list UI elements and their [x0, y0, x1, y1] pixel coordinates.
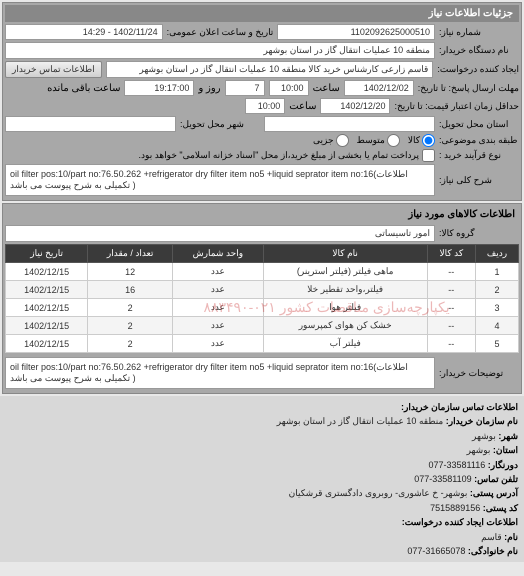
- col-qty: تعداد / مقدار: [88, 245, 173, 263]
- notes-box: oil filter pos:10/part no:76.50.262 +ref…: [5, 357, 435, 389]
- buyer-field: منطقه 10 عملیات انتقال گاز در استان بوشه…: [5, 42, 435, 59]
- req-no-field: 1102092625000510: [277, 24, 435, 40]
- table-cell: فیلتر آب: [263, 335, 427, 353]
- radio-all[interactable]: کالا: [408, 134, 435, 147]
- city-delivery-field: [5, 116, 176, 132]
- delivery-label: استان محل تحویل:: [439, 119, 519, 130]
- table-cell: 4: [476, 317, 519, 335]
- table-cell: --: [427, 335, 475, 353]
- table-cell: عدد: [172, 317, 263, 335]
- contact-info-button[interactable]: اطلاعات تماس خریدار: [5, 61, 102, 78]
- group-label: گروه کالا:: [439, 228, 519, 239]
- requester-label: ایجاد کننده درخواست:: [437, 64, 519, 75]
- contact-title: اطلاعات تماس سازمان خریدار:: [6, 400, 518, 414]
- validity-time: 10:00: [245, 98, 285, 114]
- table-cell: عدد: [172, 281, 263, 299]
- announce-field: 1402/11/24 - 14:29: [5, 24, 163, 40]
- desc-label: شرح کلی نیاز:: [439, 175, 519, 186]
- table-row: 2--فیلتر،واحد تقطیر خلاعدد161402/12/15: [6, 281, 519, 299]
- table-cell: عدد: [172, 299, 263, 317]
- table-cell: فیلتر،واحد تقطیر خلا: [263, 281, 427, 299]
- radio-medium[interactable]: متوسط: [357, 134, 400, 147]
- col-name: نام کالا: [263, 245, 427, 263]
- col-row: ردیف: [476, 245, 519, 263]
- table-cell: 2: [88, 299, 173, 317]
- contract-label: نوع قرآیند خرید :: [439, 150, 519, 161]
- table-cell: 16: [88, 281, 173, 299]
- requester-field: قاسم زارعی کارشناس خرید کالا منطقه 10 عم…: [106, 61, 434, 78]
- radio-small[interactable]: جزیی: [313, 134, 349, 147]
- table-row: 4--خشک کن هوای کمپرسورعدد21402/12/15: [6, 317, 519, 335]
- table-row: 1--ماهی فیلتر (فیلتر استرینر)عدد121402/1…: [6, 263, 519, 281]
- table-cell: 1402/12/15: [6, 281, 88, 299]
- table-cell: 1: [476, 263, 519, 281]
- validity-date: 1402/12/20: [320, 98, 390, 114]
- table-cell: 12: [88, 263, 173, 281]
- table-cell: 2: [476, 281, 519, 299]
- table-row: 5--فیلتر آبعدد21402/12/15: [6, 335, 519, 353]
- table-cell: --: [427, 317, 475, 335]
- delivery-field: [264, 116, 435, 132]
- group-field: امور تاسیساتی: [5, 225, 435, 242]
- buyer-label: نام دستگاه خریدار:: [439, 45, 519, 56]
- desc-box: oil filter pos:10/part no:76.50.262 +ref…: [5, 164, 435, 196]
- table-cell: 5: [476, 335, 519, 353]
- table-cell: ماهی فیلتر (فیلتر استرینر): [263, 263, 427, 281]
- remaining-time: 19:17:00: [124, 80, 194, 96]
- table-cell: خشک کن هوای کمپرسور: [263, 317, 427, 335]
- table-cell: 1402/12/15: [6, 299, 88, 317]
- table-cell: --: [427, 263, 475, 281]
- remaining-label: ساعت باقی مانده: [47, 83, 120, 94]
- category-radio-group: کالا متوسط جزیی: [313, 134, 435, 147]
- table-cell: 1402/12/15: [6, 263, 88, 281]
- table-cell: 1402/12/15: [6, 335, 88, 353]
- time-label-1: ساعت: [313, 83, 340, 94]
- table-cell: 1402/12/15: [6, 317, 88, 335]
- items-table: ردیف کد کالا نام کالا واحد شمارش تعداد /…: [5, 244, 519, 353]
- deadline-send-label: مهلت ارسال پاسخ: تا تاریخ:: [418, 83, 519, 94]
- items-title: اطلاعات کالاهای مورد نیاز: [5, 206, 519, 223]
- table-cell: --: [427, 299, 475, 317]
- table-cell: --: [427, 281, 475, 299]
- remaining-days: 7: [225, 80, 265, 96]
- table-cell: فیلتر هوایکپارچه‌سازی مناقصات کشور ۰۲۱-۸…: [263, 299, 427, 317]
- contact-block: اطلاعات تماس سازمان خریدار: نام سازمان خ…: [0, 396, 524, 562]
- table-cell: 3: [476, 299, 519, 317]
- requester-title: اطلاعات ایجاد کننده درخواست:: [6, 515, 518, 529]
- col-date: تاریخ نیاز: [6, 245, 88, 263]
- table-row: 3--فیلتر هوایکپارچه‌سازی مناقصات کشور ۰۲…: [6, 299, 519, 317]
- city-delivery-label: شهر محل تحویل:: [180, 119, 260, 130]
- table-cell: عدد: [172, 335, 263, 353]
- col-code: کد کالا: [427, 245, 475, 263]
- contract-checkbox[interactable]: پرداخت تمام یا بخشی از مبلغ خرید،از محل …: [139, 149, 435, 162]
- time-label-2: ساعت: [289, 101, 316, 112]
- table-cell: 2: [88, 317, 173, 335]
- deadline-send-time: 10:00: [269, 80, 309, 96]
- req-no-label: شماره نیاز:: [439, 27, 519, 38]
- table-cell: عدد: [172, 263, 263, 281]
- announce-label: تاریخ و ساعت اعلان عمومی:: [167, 27, 274, 38]
- notes-label: توضیحات خریدار:: [439, 368, 519, 379]
- panel-title: جزئیات اطلاعات نیاز: [5, 5, 519, 22]
- col-unit: واحد شمارش: [172, 245, 263, 263]
- deadline-send-date: 1402/12/02: [344, 80, 414, 96]
- table-cell: 2: [88, 335, 173, 353]
- category-label: طبقه بندی موضوعی:: [439, 135, 519, 146]
- validity-label: حداقل زمان اعتبار قیمت: تا تاریخ:: [394, 101, 519, 112]
- remaining-days-label: روز و: [198, 83, 220, 94]
